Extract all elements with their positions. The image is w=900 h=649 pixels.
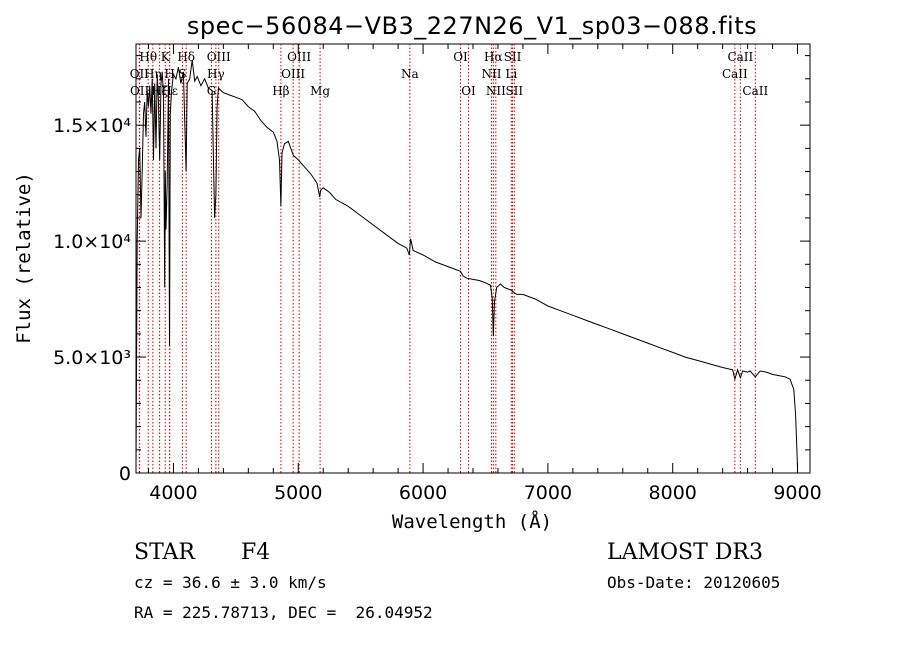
x-tick-label: 5000 <box>274 482 322 504</box>
emission-line-label: CaII <box>742 84 768 98</box>
emission-line-label: Hα <box>484 50 503 64</box>
x-tick-label: 4000 <box>149 482 197 504</box>
plot-frame <box>135 43 811 474</box>
survey-label: LAMOST DR3 <box>607 540 763 565</box>
emission-line-label: OIII <box>287 50 311 64</box>
emission-line-label: Hγ <box>207 67 225 81</box>
x-tick-label: 7000 <box>524 482 572 504</box>
emission-line-label: Hε <box>161 84 178 98</box>
emission-line-label: Hη <box>144 67 162 81</box>
coordinates-text: RA = 225.78713, DEC = 26.04952 <box>134 603 433 622</box>
emission-line-label: Hδ <box>177 50 195 64</box>
object-subclass: F4 <box>241 540 271 565</box>
y-axis-label: Flux (relative) <box>13 172 35 344</box>
emission-line-label: Hζ <box>151 84 168 98</box>
emission-line-label: OI <box>453 50 468 64</box>
y-axis-ticks: 0 5.0×10³ 1.0×10⁴ 1.5×10⁴ <box>53 55 810 485</box>
emission-line-label: NII <box>486 84 506 98</box>
y-tick-label: 5.0×10³ <box>53 347 131 369</box>
y-tick-label: 1.0×10⁴ <box>53 231 131 253</box>
emission-line-label: Hβ <box>272 84 289 98</box>
emission-line-label: Hθ <box>139 50 157 64</box>
emission-line-label: SII <box>504 50 522 64</box>
emission-line-label: OIII <box>281 67 305 81</box>
x-tick-label: 6000 <box>399 482 447 504</box>
emission-line-label: CaII <box>722 67 748 81</box>
x-axis-label: Wavelength (Å) <box>392 510 552 533</box>
emission-line-label: OII <box>130 84 150 98</box>
emission-line-label: NII <box>481 67 501 81</box>
emission-line-label: H <box>164 67 174 81</box>
emission-line-label: OIII <box>207 50 231 64</box>
object-class: STAR <box>134 540 195 565</box>
y-tick-label: 0 <box>119 463 131 485</box>
spectrum-trace <box>135 60 798 469</box>
emission-line-label: SII <box>505 84 523 98</box>
emission-line-label: K <box>161 50 171 64</box>
emission-line-label: Mg <box>310 84 330 98</box>
spectrum-chart: spec−56084−VB3_227N26_V1_sp03−088.fits H… <box>13 12 822 533</box>
chart-title: spec−56084−VB3_227N26_V1_sp03−088.fits <box>187 12 757 40</box>
emission-line-label: OII <box>130 67 150 81</box>
emission-line-label: Na <box>401 67 419 81</box>
redshift-text: cz = 36.6 ± 3.0 km/s <box>134 573 327 592</box>
emission-line-label: G <box>207 84 217 98</box>
obs-date-text: Obs-Date: 20120605 <box>607 573 781 592</box>
x-tick-label: 9000 <box>773 482 821 504</box>
y-tick-label: 1.5×10⁴ <box>53 115 131 137</box>
x-axis-ticks: 4000 5000 6000 7000 8000 9000 <box>147 44 822 504</box>
emission-line-label: CaII <box>727 50 753 64</box>
emission-line-label: Li <box>505 67 517 81</box>
emission-line-markers <box>138 44 756 473</box>
spectrum-line <box>135 60 798 469</box>
emission-line-label: OI <box>461 84 476 98</box>
x-tick-label: 8000 <box>649 482 697 504</box>
